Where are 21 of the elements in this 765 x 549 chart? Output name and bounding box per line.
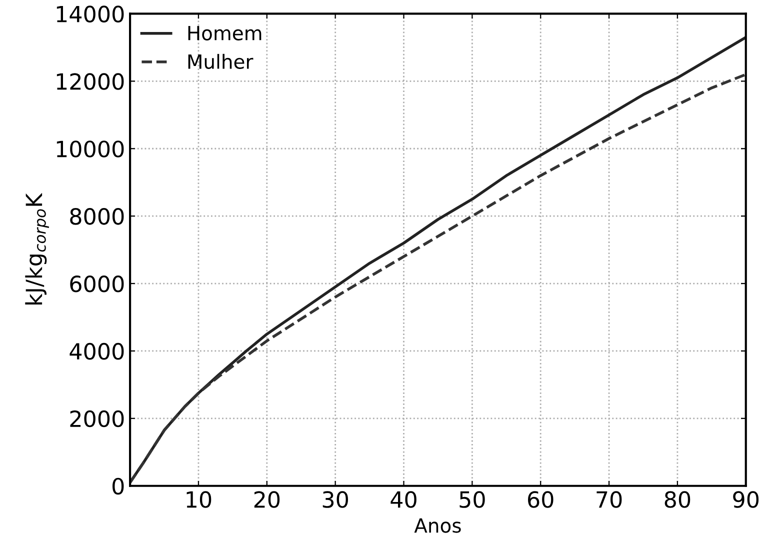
y-tick-label: 2000 — [70, 410, 124, 428]
x-tick-label: 70 — [596, 491, 622, 508]
y-tick-label: 4000 — [70, 342, 124, 360]
legend-label: Homem — [188, 26, 262, 40]
y-tick-label: 6000 — [70, 275, 124, 292]
y-axis-title: kJ/kg$_{corpo}$K — [25, 192, 49, 304]
x-tick-label: 10 — [186, 491, 212, 508]
legend-label: Mulher — [188, 54, 254, 69]
y-tick-label: 8000 — [70, 208, 124, 225]
y-tick-label: 12000 — [56, 73, 124, 90]
x-tick-label: 20 — [254, 491, 280, 508]
x-tick-label: 90 — [733, 491, 759, 508]
x-tick-label: 80 — [664, 491, 690, 508]
y-tick-label: 14000 — [56, 6, 124, 22]
x-tick-label: 30 — [322, 491, 348, 508]
x-tick-label: 40 — [390, 491, 416, 508]
x-tick-label: 50 — [460, 491, 485, 508]
x-tick-label: 60 — [528, 491, 554, 508]
y-tick-label: 0 — [112, 478, 124, 495]
y-tick-label: 10000 — [56, 140, 124, 158]
x-axis-title: Anos — [414, 518, 461, 533]
